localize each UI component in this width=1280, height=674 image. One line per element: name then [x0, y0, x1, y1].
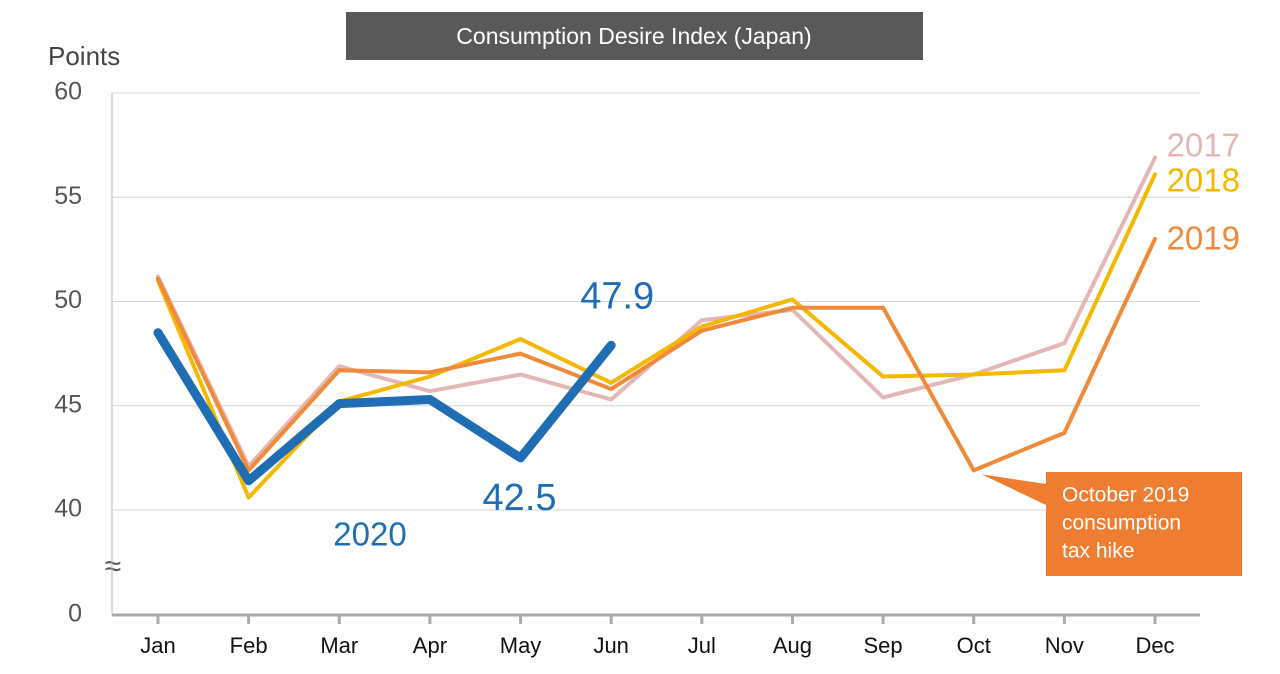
axis-break: ≈	[105, 550, 121, 583]
x-tick-label: Jul	[688, 633, 716, 658]
annotation-text: October 2019	[1062, 484, 1189, 507]
annotation-pointer	[981, 474, 1046, 505]
data-label: 47.9	[580, 275, 654, 317]
chart-title: Consumption Desire Index (Japan)	[456, 23, 811, 49]
y-tick-label: 0	[68, 600, 82, 628]
annotation-box	[1046, 472, 1242, 576]
x-tick-label: Nov	[1045, 633, 1084, 658]
y-tick-label: 45	[54, 390, 82, 418]
series-label: 2020	[333, 516, 406, 553]
title-box	[346, 12, 923, 60]
x-tick-label: Sep	[864, 633, 903, 658]
series-line	[156, 236, 1157, 473]
x-tick-label: Jun	[593, 633, 628, 658]
data-label: 42.5	[483, 477, 557, 519]
y-tick-label: 60	[54, 78, 82, 106]
x-tick-label: May	[500, 633, 542, 658]
y-tick-label: 40	[54, 495, 82, 523]
y-tick-label: 50	[54, 286, 82, 314]
series-line	[153, 328, 616, 486]
x-tick-label: Mar	[320, 633, 358, 658]
series-label: 2017	[1167, 127, 1240, 164]
annotation-text: consumption	[1062, 512, 1181, 535]
y-tick-label: 55	[54, 182, 82, 210]
y-axis-label: Points	[48, 41, 120, 71]
x-tick-label: Apr	[413, 633, 447, 658]
annotation: October 2019 consumption tax hike	[981, 472, 1242, 576]
series-line	[156, 172, 1157, 500]
series-line	[156, 155, 1157, 469]
series-label: 2018	[1167, 162, 1240, 199]
x-tick-label: Oct	[957, 633, 991, 658]
series-label: 2019	[1167, 220, 1240, 257]
x-tick-label: Aug	[773, 633, 812, 658]
x-tick-label: Jan	[140, 633, 175, 658]
x-tick-label: Feb	[230, 633, 268, 658]
x-tick-label: Dec	[1135, 633, 1174, 658]
annotation-text: tax hike	[1062, 540, 1134, 563]
